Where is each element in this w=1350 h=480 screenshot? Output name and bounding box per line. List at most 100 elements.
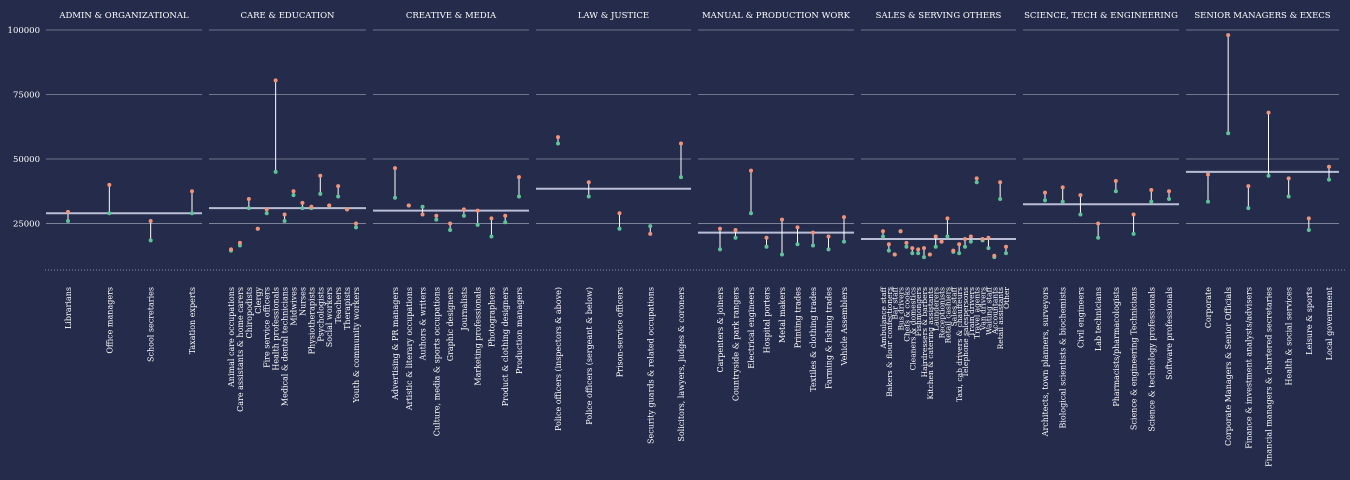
dumbbell-point-high (448, 221, 453, 226)
dumbbell-point-low (503, 220, 508, 225)
dumbbell-point-low (475, 222, 480, 227)
x-tick-label: Retail cashiers (943, 287, 952, 344)
x-tick-label: Physiotherapists (307, 287, 316, 354)
dumbbell-point-low (718, 247, 722, 252)
dumbbell-point-high (1286, 176, 1291, 181)
panel-title: MANUAL & PRODUCTION WORK (702, 11, 851, 21)
x-tick-label: Advertising & PR managers (391, 287, 400, 401)
dumbbell-point-high (255, 226, 260, 231)
dumbbell-point-high (489, 216, 494, 221)
dumbbell-point-high (826, 234, 831, 239)
dumbbell-point-low (749, 211, 753, 216)
dumbbell-point-low (922, 255, 926, 260)
dumbbell-point-low (998, 197, 1003, 202)
dumbbell-point-low (393, 195, 397, 200)
dumbbell-point-high (927, 252, 932, 257)
x-tick-label: Care assistants & home carers (236, 287, 245, 412)
dumbbell-point-high (1167, 189, 1171, 194)
x-tick-label: Librarians (64, 287, 73, 329)
panel-title: SCIENCE, TECH & ENGINEERING (1024, 11, 1178, 21)
dumbbell-point-low (556, 141, 560, 146)
dumbbell-point-high (998, 180, 1003, 185)
dumbbell-point-low (1327, 177, 1331, 182)
x-tick-label: Production managers (515, 287, 524, 374)
x-tick-label: Marketing professionals (474, 287, 483, 386)
dumbbell-point-high (586, 180, 591, 185)
dumbbell-point-high (733, 228, 738, 232)
dumbbell-point-high (1004, 244, 1008, 249)
dumbbell-point-low (1096, 235, 1101, 240)
x-tick-label: Telephone salespersons (961, 287, 970, 378)
panel-3: CREATIVE & MEDIA Advertising & PR manager… (373, 11, 529, 436)
dumbbell-point-low (963, 244, 967, 249)
dumbbell-point-low (517, 194, 521, 199)
x-tick-label: Psychologists (316, 287, 325, 342)
dumbbell-point-low (66, 218, 70, 223)
dumbbell-point-low (1113, 189, 1118, 194)
x-tick-label: Chefs & cooks (902, 287, 911, 342)
dumbbell-point-low (354, 225, 358, 230)
dumbbell-point-high (886, 242, 891, 247)
dumbbell-point-high (1096, 221, 1101, 226)
dumbbell-point-low (489, 234, 494, 239)
dumbbell-point-high (291, 189, 296, 194)
x-tick-label: Nurses (298, 287, 307, 316)
dumbbell-point-high (922, 246, 926, 251)
dumbbell-point-high (1043, 190, 1047, 195)
x-tick-label: Solicitors, lawyers, judges & coroners (677, 287, 686, 442)
dumbbell-point-high (945, 216, 950, 221)
x-tick-label: Launderers (932, 287, 941, 331)
x-tick-label: Pharmacists/pharmacologists (1112, 287, 1121, 407)
dumbbell-point-low (881, 234, 885, 239)
panel-title: SENIOR MANAGERS & EXECS (1194, 11, 1330, 21)
x-tick-label: Police officers (sergeant & below) (585, 287, 594, 425)
dumbbell-point-high (336, 184, 341, 189)
x-tick-label: Clergy (254, 287, 263, 314)
dumbbell-point-high (968, 234, 973, 239)
dumbbell-point-low (617, 226, 622, 231)
x-tick-label: Bus drivers (897, 287, 906, 331)
y-tick-label: 100000 (8, 26, 40, 36)
dumbbell-point-low (842, 239, 846, 244)
dumbbell-point-low (974, 180, 979, 185)
dumbbell-point-high (517, 175, 521, 180)
x-tick-label: Graphic designers (446, 287, 455, 361)
x-tick-label: Ambulance staff (879, 286, 888, 349)
dumbbell-point-high (951, 248, 956, 253)
dumbbell-point-low (1004, 251, 1008, 256)
dumbbell-point-low (291, 193, 296, 198)
dumbbell-point-low (904, 244, 909, 249)
dumbbell-point-high (749, 168, 753, 173)
dumbbell-point-high (795, 225, 800, 230)
x-tick-label: Software professionals (1165, 287, 1174, 380)
dumbbell-point-high (282, 212, 287, 217)
dumbbell-point-high (1226, 33, 1231, 38)
dumbbell-point-high (963, 237, 967, 242)
x-tick-label: Youth & community workers (352, 287, 361, 404)
dumbbell-point-low (1043, 198, 1047, 203)
x-tick-label: Journalists (460, 287, 469, 331)
x-tick-label: Train drivers (967, 287, 976, 337)
dumbbell-point-low (780, 252, 784, 257)
panel-8: SENIOR MANAGERS & EXECS Corporate Corporat… (1186, 11, 1339, 467)
dumbbell-point-low (336, 194, 341, 199)
dumbbell-point-high (1149, 188, 1154, 192)
dumbbell-point-low (420, 204, 425, 209)
dumbbell-point-low (1246, 206, 1251, 211)
x-tick-label: Security guards & related occupations (646, 287, 655, 444)
x-tick-label: Photographers (487, 287, 496, 347)
dumbbell-point-low (826, 247, 831, 252)
dumbbell-point-low (811, 243, 815, 248)
dumbbell-point-high (957, 242, 962, 247)
dumbbell-point-low (916, 251, 921, 256)
x-tick-label: Hospital porters (763, 287, 772, 353)
dumbbell-point-high (556, 135, 560, 140)
x-tick-label: Culture, media & sports occupations (432, 287, 441, 436)
x-tick-label: Chiropodists (245, 287, 254, 339)
dumbbell-point-low (648, 224, 653, 229)
dumbbell-point-low (246, 206, 251, 211)
x-tick-label: Civil engineers (1076, 287, 1085, 348)
dumbbell-point-high (503, 213, 508, 218)
x-tick-label: Waiting staff (984, 286, 993, 335)
